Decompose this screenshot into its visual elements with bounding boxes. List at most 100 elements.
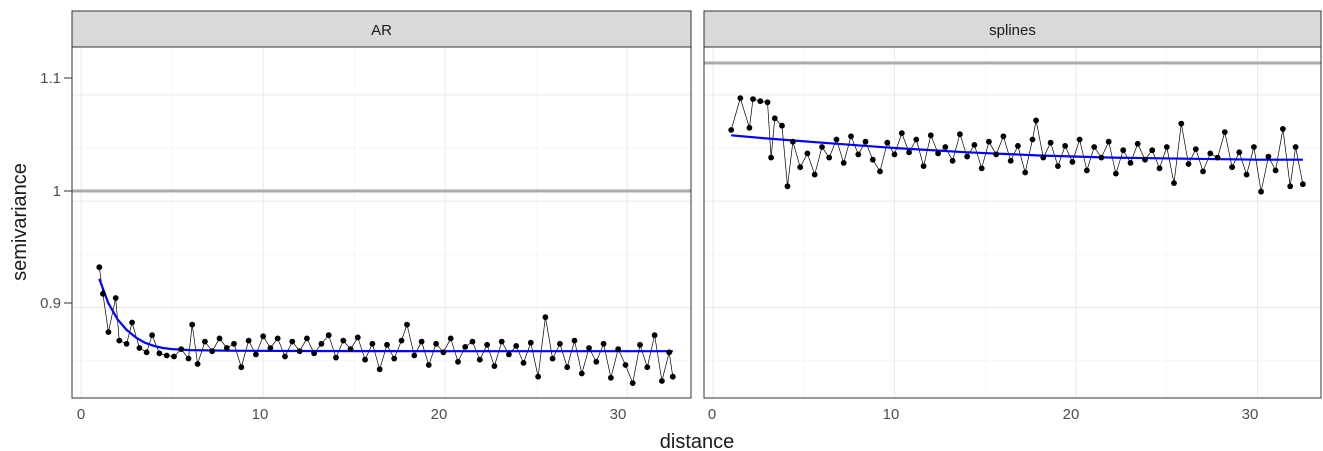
data-point	[811, 171, 818, 178]
data-point	[784, 183, 791, 190]
data-point	[498, 338, 505, 345]
data-point	[764, 99, 771, 106]
y-tick-label: 1.1	[40, 70, 61, 87]
data-point	[527, 339, 534, 346]
data-point	[100, 290, 106, 297]
data-point	[1178, 120, 1185, 127]
data-point	[384, 341, 390, 348]
data-point	[586, 345, 592, 351]
data-point	[797, 164, 804, 171]
data-point	[913, 136, 920, 143]
data-point	[964, 153, 970, 160]
x-tick-label: 10	[252, 406, 269, 423]
data-point	[750, 96, 756, 102]
data-point	[253, 351, 259, 358]
data-point	[629, 380, 636, 386]
data-point	[920, 163, 927, 170]
data-point	[804, 150, 811, 157]
x-tick-label: 20	[431, 406, 448, 423]
data-point	[1280, 125, 1286, 132]
data-point	[855, 151, 862, 158]
data-point	[615, 346, 622, 352]
data-point	[1251, 144, 1257, 150]
data-point	[1029, 136, 1036, 143]
data-point	[296, 348, 303, 355]
data-point	[267, 345, 274, 351]
data-point	[1272, 167, 1279, 174]
data-point	[564, 364, 571, 371]
data-point	[433, 340, 439, 347]
x-tick-label: 10	[883, 406, 900, 423]
data-point	[1033, 117, 1039, 124]
panel-background	[704, 47, 1321, 398]
data-point	[171, 353, 177, 360]
data-point	[1221, 129, 1228, 136]
data-point	[112, 295, 119, 301]
data-point	[1047, 139, 1054, 146]
data-point	[404, 321, 410, 328]
data-point	[1207, 150, 1214, 157]
data-point	[993, 151, 1000, 158]
panel-border	[71, 46, 692, 399]
data-point	[185, 355, 192, 362]
data-point	[216, 335, 223, 342]
data-point	[1000, 133, 1007, 140]
data-point	[425, 362, 432, 368]
panel-ar: AR	[71, 10, 692, 399]
data-point	[282, 353, 288, 360]
data-point	[1149, 147, 1156, 154]
data-point	[333, 354, 339, 361]
data-point	[1084, 167, 1090, 174]
panel-background	[72, 47, 691, 398]
data-point	[238, 364, 245, 371]
data-point	[768, 154, 774, 161]
data-point	[1142, 156, 1148, 163]
data-point	[163, 352, 170, 359]
data-point	[840, 160, 847, 166]
data-point	[1113, 170, 1119, 177]
x-tick-label: 0	[708, 406, 716, 423]
data-point	[535, 373, 541, 380]
data-point	[129, 319, 136, 326]
data-point	[557, 340, 563, 347]
strip-label: splines	[989, 22, 1036, 39]
y-axis-title: semivariance	[9, 163, 31, 281]
data-point	[105, 329, 112, 335]
data-point	[260, 333, 267, 340]
data-point	[347, 346, 354, 352]
data-point	[1185, 161, 1192, 167]
data-point	[891, 151, 898, 158]
x-tick-label: 0	[77, 406, 85, 423]
data-point	[1156, 165, 1163, 172]
data-point	[411, 352, 418, 359]
data-point	[1258, 188, 1264, 195]
data-point	[231, 340, 237, 347]
data-point	[942, 144, 949, 150]
data-point	[325, 332, 332, 339]
data-point	[1091, 144, 1098, 150]
data-point	[245, 337, 252, 344]
data-point	[571, 337, 578, 344]
data-point	[1171, 180, 1177, 187]
data-point	[484, 341, 490, 348]
data-point	[116, 337, 123, 344]
data-point	[1236, 149, 1243, 156]
data-point	[659, 378, 665, 384]
data-point	[1055, 163, 1061, 170]
data-point	[826, 154, 833, 161]
data-point	[440, 349, 447, 356]
data-point	[737, 95, 744, 101]
data-point	[578, 370, 585, 377]
data-point	[1007, 157, 1014, 164]
data-point	[1076, 136, 1083, 143]
data-point	[1120, 147, 1127, 154]
data-point	[1243, 171, 1250, 178]
data-point	[1069, 159, 1076, 165]
data-point	[513, 343, 520, 349]
data-point	[978, 165, 985, 172]
y-tick-label: 0.9	[40, 295, 61, 312]
data-point	[608, 374, 614, 381]
data-point	[1265, 153, 1272, 160]
data-point	[418, 338, 425, 345]
data-point	[927, 132, 934, 139]
